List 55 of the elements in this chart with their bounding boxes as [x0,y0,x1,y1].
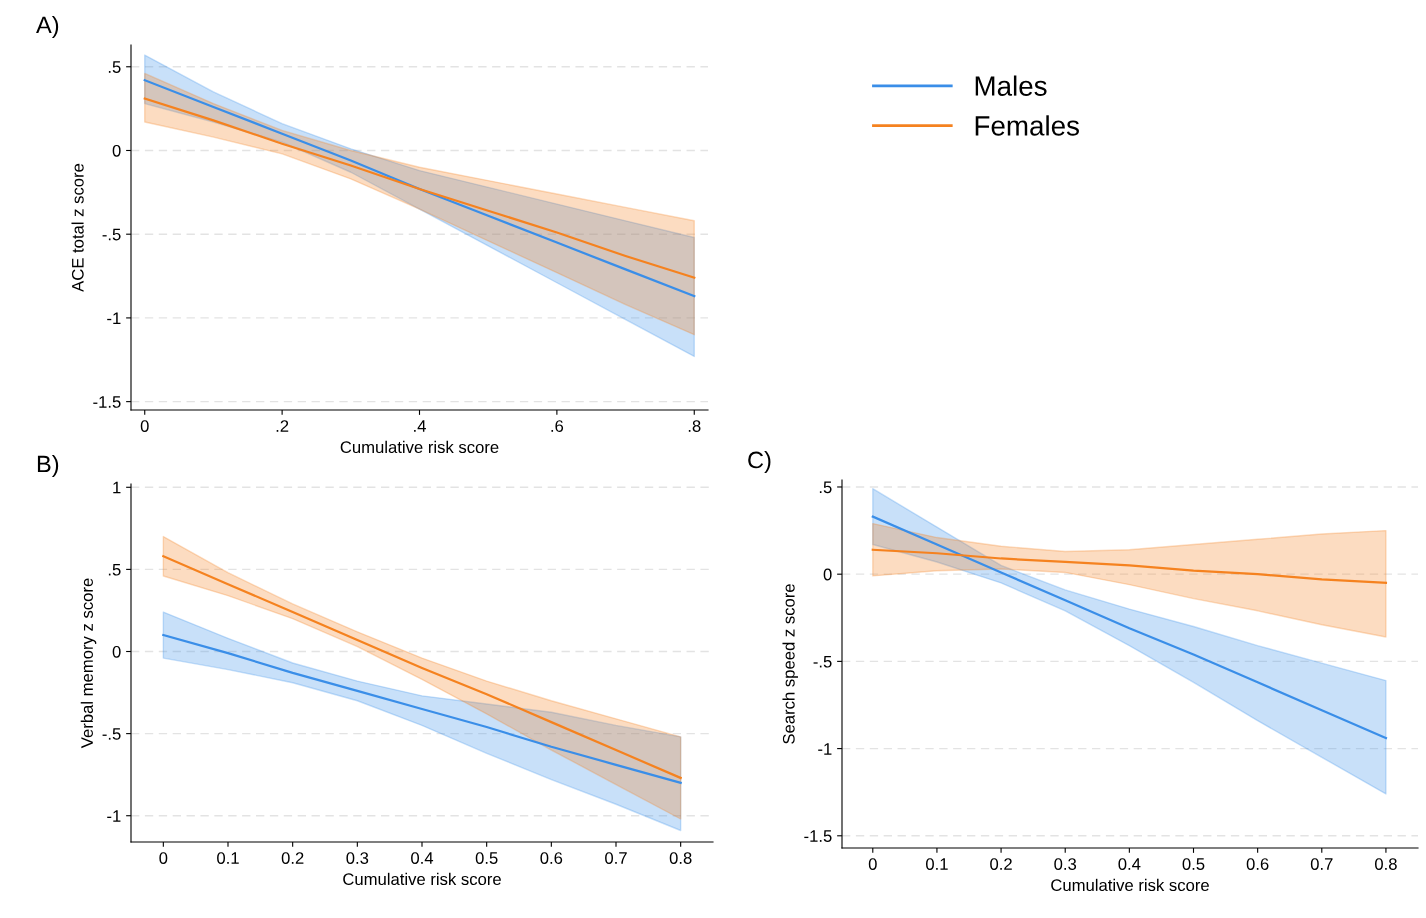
y-tick-label: 1 [113,481,121,494]
line-series [162,633,682,784]
y-tick-label: .5 [108,61,121,73]
y-tick-label: .5 [819,481,832,494]
x-tick-label: 0.1 [217,852,239,864]
x-tick-label: 0.2 [281,852,304,864]
x-tick-label: 0.1 [926,858,948,870]
x-tick-label: 0.6 [540,852,563,864]
y-axis-title: Verbal memory z score [80,578,97,749]
line-series [871,515,1388,740]
legend-label: Males [975,75,1047,96]
x-tick-label: 0 [140,420,149,432]
line-series [162,555,682,780]
x-tick-label: 0.8 [669,852,692,864]
x-tick-label: .8 [688,420,701,432]
x-tick-label: 0 [868,858,877,870]
line-series [871,548,1388,585]
y-tick-label: -.5 [102,728,121,740]
y-tick-label: -1 [107,810,121,822]
x-tick-label: 0 [159,852,168,864]
x-tick-label: 0.2 [990,858,1012,870]
x-tick-label: 0.7 [1310,858,1333,870]
y-tick-label: 0 [112,144,121,157]
y-axis-title: Search speed z score [782,584,799,744]
x-tick-label: .6 [551,420,564,432]
x-tick-label: 0.3 [1054,858,1077,870]
y-tick-label: -.5 [102,228,121,241]
y-tick-label: 0 [823,568,832,581]
x-tick-label: 0.8 [1375,858,1397,870]
chart-title: C) [748,450,771,473]
x-axis-title: Cumulative risk score [343,872,501,886]
y-tick-label: .5 [108,563,121,576]
x-tick-label: 0.4 [1118,858,1141,870]
line-series [143,79,696,298]
x-axis-title: Cumulative risk score [340,440,499,454]
y-tick-label: -1.5 [93,396,121,408]
legend-label: Females [975,115,1079,136]
x-tick-label: 0.4 [411,852,434,864]
x-axis-title: Cumulative risk score [1051,878,1209,892]
x-tick-label: 0.5 [1182,858,1205,870]
y-tick-label: -1 [818,743,832,755]
y-tick-label: -.5 [813,655,832,668]
y-tick-label: -1.5 [804,830,832,842]
y-axis-title: ACE total z score [71,163,84,292]
x-tick-label: 0.6 [1246,858,1269,870]
y-tick-label: 0 [112,645,121,658]
chart-title: B) [37,454,59,477]
chart-title: A) [36,16,59,38]
line-series [143,97,696,279]
x-tick-label: .4 [414,420,426,432]
y-tick-label: -1 [107,312,121,324]
x-tick-label: 0.3 [346,852,369,864]
x-tick-label: 0.7 [605,852,627,864]
x-tick-label: .2 [276,420,289,432]
x-tick-label: 0.5 [475,852,498,864]
